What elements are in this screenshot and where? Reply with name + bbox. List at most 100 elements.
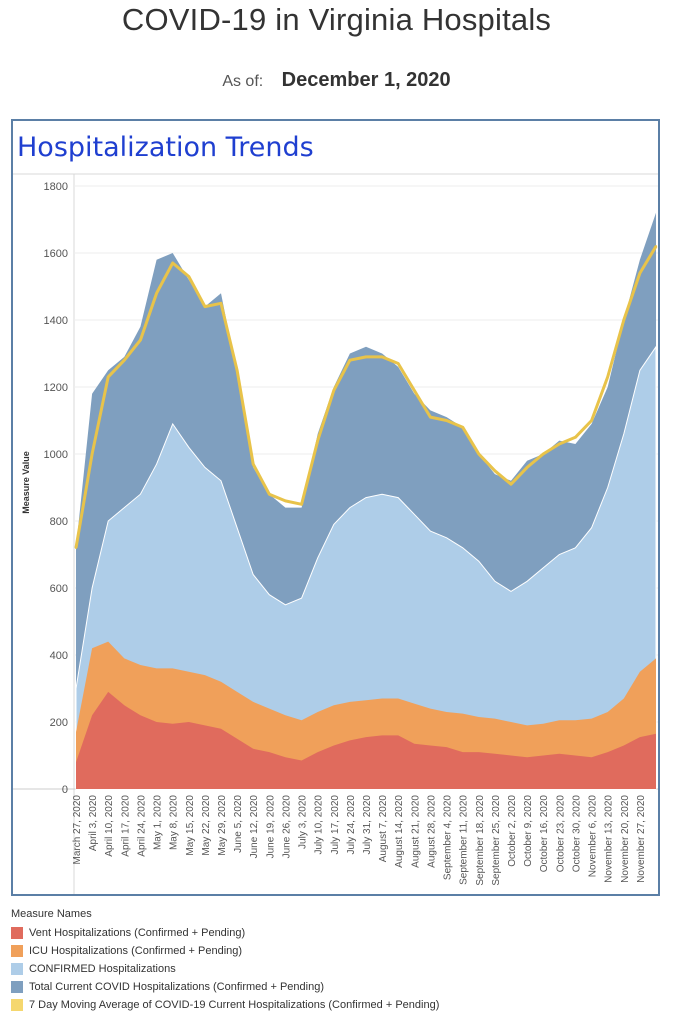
moving-average-point <box>268 493 271 496</box>
x-tick-label: October 16, 2020 <box>539 795 550 873</box>
moving-average-point <box>493 469 497 472</box>
x-tick-label: November 6, 2020 <box>588 795 599 878</box>
y-tick-label: 1200 <box>44 382 68 394</box>
legend-item[interactable]: CONFIRMED Hospitalizations <box>11 960 651 978</box>
as-of-row: As of: December 1, 2020 <box>0 66 673 96</box>
moving-average-point <box>252 462 255 466</box>
legend-label: CONFIRMED Hospitalizations <box>29 963 176 975</box>
moving-average-point <box>74 546 78 549</box>
x-tick-label: May 8, 2020 <box>169 795 180 850</box>
moving-average-point <box>123 359 126 362</box>
moving-average-point <box>574 436 577 439</box>
legend-swatch <box>11 963 23 975</box>
moving-average-point <box>332 389 335 392</box>
moving-average-point <box>509 483 513 486</box>
x-tick-label: June 26, 2020 <box>281 795 292 859</box>
x-tick-label: March 27, 2020 <box>72 795 83 865</box>
moving-average-point <box>590 419 593 422</box>
moving-average-point <box>445 419 448 422</box>
y-axis-title: Measure Value <box>21 451 31 514</box>
x-tick-label: April 3, 2020 <box>88 795 99 852</box>
hospitalization-trends-panel: Hospitalization Trends 0 200 400 600 800 1000… <box>11 119 660 896</box>
x-tick-label: August 21, 2020 <box>410 795 421 868</box>
x-tick-label: July 31, 2020 <box>362 795 373 855</box>
legend-label: ICU Hospitalizations (Confirmed + Pendin… <box>29 945 243 957</box>
x-tick-label: June 12, 2020 <box>249 795 260 859</box>
area-series-0 <box>76 691 656 789</box>
page-title: COVID-19 in Virginia Hospitals <box>121 2 552 37</box>
moving-average-point <box>364 355 368 359</box>
x-tick-label: April 17, 2020 <box>120 795 131 857</box>
moving-average-point <box>107 375 110 379</box>
moving-average-point <box>284 499 287 503</box>
y-tick-label: 1000 <box>44 449 68 461</box>
legend-item[interactable]: ICU Hospitalizations (Confirmed + Pendin… <box>11 942 651 960</box>
moving-average-point <box>300 503 303 506</box>
moving-average-point <box>542 452 545 456</box>
moving-average-point <box>477 452 480 456</box>
x-tick-label: November 13, 2020 <box>604 795 615 883</box>
moving-average-point <box>525 466 529 469</box>
y-tick-label: 600 <box>50 583 68 595</box>
moving-average-point <box>397 362 400 365</box>
legend: Measure Names Vent Hospitalizations (Con… <box>11 908 651 1014</box>
moving-average-point <box>348 359 352 362</box>
x-tick-label: November 20, 2020 <box>620 795 631 883</box>
x-tick-label: October 30, 2020 <box>571 795 582 873</box>
x-tick-label: April 10, 2020 <box>104 795 115 857</box>
x-tick-label: May 1, 2020 <box>153 795 164 850</box>
legend-swatch <box>11 945 23 957</box>
x-tick-label: August 7, 2020 <box>378 795 389 863</box>
legend-swatch <box>11 999 23 1011</box>
y-tick-label: 1400 <box>44 315 68 327</box>
x-tick-label: October 23, 2020 <box>555 795 566 873</box>
moving-average-point <box>558 442 561 446</box>
x-tick-label: May 22, 2020 <box>201 795 212 856</box>
x-tick-label: September 11, 2020 <box>459 795 470 885</box>
moving-average-point <box>413 389 416 392</box>
moving-average-point <box>187 275 190 278</box>
x-tick-label: April 24, 2020 <box>136 795 147 857</box>
x-tick-label: June 5, 2020 <box>233 795 244 853</box>
moving-average-point <box>429 415 432 419</box>
legend-label: 7 Day Moving Average of COVID-19 Current… <box>29 999 440 1011</box>
y-tick-label: 0 <box>62 784 68 796</box>
moving-average-point <box>638 271 642 275</box>
x-tick-label: August 28, 2020 <box>426 795 437 868</box>
x-tick-label: May 29, 2020 <box>217 795 228 856</box>
moving-average-point <box>203 305 207 308</box>
y-tick-label: 1800 <box>44 181 68 193</box>
moving-average-point <box>155 292 158 295</box>
moving-average-point <box>235 369 239 372</box>
x-tick-label: October 9, 2020 <box>523 795 534 867</box>
moving-average-point <box>219 302 223 305</box>
moving-average-point <box>171 261 174 265</box>
x-tick-label: July 17, 2020 <box>330 795 341 855</box>
x-tick-label: September 4, 2020 <box>443 795 454 880</box>
legend-item[interactable]: 7 Day Moving Average of COVID-19 Current… <box>11 996 651 1014</box>
x-tick-label: November 27, 2020 <box>636 795 647 883</box>
moving-average-point <box>139 338 142 342</box>
legend-item[interactable]: Vent Hospitalizations (Confirmed + Pendi… <box>11 924 651 942</box>
x-tick-label: May 15, 2020 <box>185 795 196 856</box>
moving-average-point <box>461 426 464 429</box>
as-of-date: December 1, 2020 <box>281 69 451 91</box>
x-tick-label: September 18, 2020 <box>475 795 486 886</box>
moving-average-point <box>606 375 609 379</box>
hospitalization-chart[interactable]: 0 200 400 600 800 1000 1200 1400 1600 1800 Measure… <box>13 121 658 894</box>
area-series-2 <box>75 345 657 790</box>
y-tick-label: 800 <box>50 516 68 528</box>
legend-swatch <box>11 927 23 939</box>
legend-item[interactable]: Total Current COVID Hospitalizations (Co… <box>11 978 651 996</box>
legend-swatch <box>11 981 23 993</box>
moving-average-point <box>90 452 94 456</box>
legend-label: Vent Hospitalizations (Confirmed + Pendi… <box>29 927 246 939</box>
as-of-label: As of: <box>222 73 264 90</box>
x-tick-label: July 3, 2020 <box>298 795 309 849</box>
x-tick-label: September 25, 2020 <box>491 795 502 886</box>
moving-average-point <box>380 355 384 359</box>
moving-average-point <box>316 439 319 442</box>
x-tick-label: October 2, 2020 <box>507 795 518 867</box>
legend-title: Measure Names <box>11 908 92 920</box>
y-tick-label: 1600 <box>44 248 68 260</box>
